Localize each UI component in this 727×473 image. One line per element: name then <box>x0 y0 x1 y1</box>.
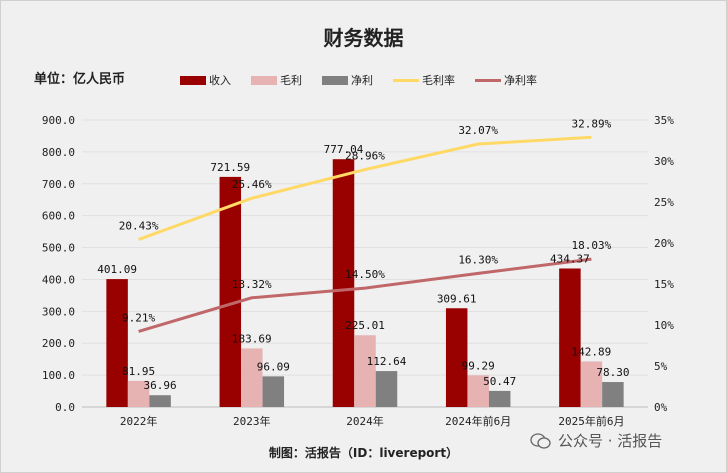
left-tick-label: 300.0 <box>42 305 75 318</box>
legend-label: 毛利率 <box>422 74 455 87</box>
right-tick-label: 35% <box>654 114 674 127</box>
legend-item: 毛利率 <box>393 72 455 88</box>
right-tick-label: 0% <box>654 401 668 414</box>
data-label: 50.47 <box>483 375 516 388</box>
right-tick-label: 10% <box>654 319 674 332</box>
left-tick-label: 800.0 <box>42 146 75 159</box>
left-tick-label: 200.0 <box>42 337 75 350</box>
line-净利率 <box>138 257 592 333</box>
right-tick-label: 15% <box>654 278 674 291</box>
legend-item: 净利 <box>322 72 373 88</box>
legend-label: 收入 <box>209 74 231 87</box>
legend-swatch <box>251 75 277 85</box>
data-label: 32.89% <box>572 117 612 130</box>
data-label: 777.04 <box>324 143 364 156</box>
right-tick-label: 25% <box>654 196 674 209</box>
right-tick-label: 5% <box>654 360 668 373</box>
category-label: 2024年前6月 <box>445 414 511 428</box>
legend-item: 收入 <box>180 72 231 88</box>
data-label: 81.95 <box>122 365 155 378</box>
data-label: 25.46% <box>232 178 272 191</box>
bar-毛利 <box>127 380 150 407</box>
data-label: 20.43% <box>119 219 159 232</box>
data-label: 32.07% <box>458 124 498 137</box>
right-tick-label: 30% <box>654 155 674 168</box>
data-label: 434.37 <box>550 252 590 265</box>
left-tick-label: 500.0 <box>42 242 75 255</box>
left-tick-label: 100.0 <box>42 369 75 382</box>
legend-item: 净利率 <box>475 72 537 88</box>
legend-swatch <box>180 75 206 85</box>
legend-item: 毛利 <box>251 72 302 88</box>
legend-label: 净利率 <box>504 74 537 87</box>
bar-毛利 <box>580 361 603 407</box>
bar-净利 <box>602 382 624 407</box>
data-label: 225.01 <box>345 319 385 332</box>
legend: 收入 毛利 净利 毛利率 净利率 <box>180 72 537 88</box>
data-label: 96.09 <box>257 360 290 373</box>
data-label: 99.29 <box>462 359 495 372</box>
bar-收入 <box>106 279 128 407</box>
bar-毛利 <box>467 375 489 407</box>
watermark-text: 公众号 · 活报告 <box>558 432 663 450</box>
data-label: 28.96% <box>345 150 385 163</box>
watermark: 公众号 · 活报告 <box>530 430 662 451</box>
bar-毛利 <box>354 335 376 407</box>
right-tick-label: 20% <box>654 237 674 250</box>
bar-收入 <box>332 159 355 407</box>
bar-净利 <box>262 376 285 407</box>
left-tick-label: 900.0 <box>42 114 75 127</box>
category-label: 2022年 <box>120 414 158 428</box>
data-label: 183.69 <box>232 332 272 345</box>
data-label: 112.64 <box>367 355 407 368</box>
bar-收入 <box>559 268 581 407</box>
category-label: 2024年 <box>346 414 384 428</box>
category-label: 2023年 <box>233 414 271 428</box>
bar-毛利 <box>241 348 263 407</box>
left-tick-label: 700.0 <box>42 178 75 191</box>
bar-收入 <box>445 308 468 407</box>
data-label: 78.30 <box>596 366 629 379</box>
data-label: 401.09 <box>97 263 137 276</box>
data-label: 721.59 <box>210 161 250 174</box>
wechat-icon <box>530 432 551 449</box>
left-tick-label: 600.0 <box>42 210 75 223</box>
data-label: 16.30% <box>458 253 498 266</box>
legend-swatch <box>475 78 501 82</box>
bar-净利 <box>375 371 398 407</box>
data-label: 14.50% <box>345 268 385 281</box>
legend-label: 毛利 <box>280 74 302 87</box>
left-tick-label: 0.0 <box>55 401 75 414</box>
bar-净利 <box>488 390 511 407</box>
data-label: 309.61 <box>437 292 477 305</box>
legend-label: 净利 <box>351 74 373 87</box>
bar-净利 <box>149 395 171 407</box>
line-毛利率 <box>138 135 592 241</box>
legend-swatch <box>393 78 419 82</box>
legend-swatch <box>322 75 348 85</box>
data-label: 142.89 <box>572 345 612 358</box>
data-label: 36.96 <box>144 379 177 392</box>
category-label: 2025年前6月 <box>558 414 624 428</box>
footer-credit: 制图：活报告（ID：livereport） <box>268 446 459 460</box>
data-label: 13.32% <box>232 278 272 291</box>
data-label: 9.21% <box>122 311 155 324</box>
bar-收入 <box>219 176 242 407</box>
unit-label: 单位：亿人民币 <box>34 72 126 87</box>
data-label: 18.03% <box>572 239 612 252</box>
chart-title: 财务数据 <box>323 26 404 50</box>
left-tick-label: 400.0 <box>42 273 75 286</box>
